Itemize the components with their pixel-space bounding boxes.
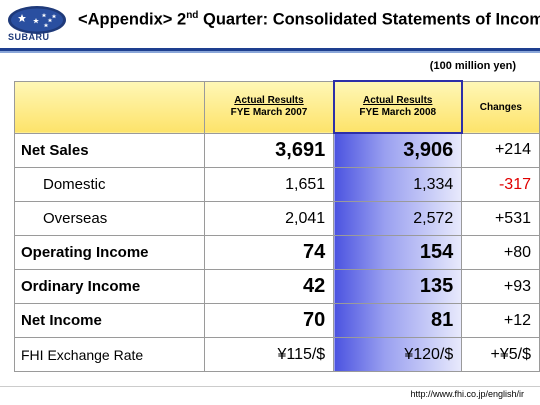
income-statement-table: Actual Results FYE March 2007 Actual Res…: [13, 80, 540, 372]
value-fy2007: 3,691: [204, 132, 335, 168]
value-change: +12: [461, 303, 540, 338]
column-header-line2: FYE March 2007: [230, 107, 308, 118]
row-label: Net Income: [13, 303, 206, 338]
value-fy2007: 70: [204, 303, 335, 338]
header-rule-light: [0, 51, 540, 53]
value-fy2007: 42: [204, 269, 335, 304]
logo-wordmark: SUBARU: [8, 32, 50, 42]
value-fy2007: 74: [204, 235, 335, 270]
row-label: Overseas: [13, 201, 206, 236]
table-row: FHI Exchange Rate ¥115/$ ¥120/$ +¥5/$: [13, 337, 540, 372]
value-fy2008: 154: [333, 235, 463, 270]
row-label: FHI Exchange Rate: [13, 337, 206, 372]
value-fy2008: ¥120/$: [333, 337, 463, 372]
header-blank-cell: [13, 80, 206, 134]
row-label: Domestic: [13, 167, 206, 202]
value-change: +¥5/$: [461, 337, 540, 372]
header-rule: [0, 48, 540, 51]
row-label: Ordinary Income: [13, 269, 206, 304]
row-label: Operating Income: [13, 235, 206, 270]
table-row: Ordinary Income 42 135 +93: [13, 269, 540, 304]
value-fy2008: 135: [333, 269, 463, 304]
slide-header: SUBARU <Appendix> 2nd Quarter: Consolida…: [0, 0, 540, 48]
table-row: Domestic 1,651 1,334 -317: [13, 167, 540, 202]
page-title: <Appendix> 2nd Quarter: Consolidated Sta…: [78, 10, 540, 29]
value-fy2008: 3,906: [333, 132, 463, 168]
value-fy2007: 1,651: [204, 167, 335, 202]
value-change: +80: [461, 235, 540, 270]
value-change: -317: [461, 167, 540, 202]
table-row: Operating Income 74 154 +80: [13, 235, 540, 270]
table-row: Net Income 70 81 +12: [13, 303, 540, 338]
value-fy2008: 2,572: [333, 201, 463, 236]
column-header-line2: FYE March 2008: [359, 107, 437, 118]
column-header-line1: Actual Results: [363, 95, 433, 106]
footer-divider: [0, 386, 540, 387]
table-header-row: Actual Results FYE March 2007 Actual Res…: [13, 80, 540, 134]
row-label: Net Sales: [13, 132, 206, 168]
table-row: Overseas 2,041 2,572 +531: [13, 201, 540, 236]
table-row: Net Sales 3,691 3,906 +214: [13, 132, 540, 168]
value-fy2008: 81: [333, 303, 463, 338]
value-change: +214: [461, 132, 540, 168]
value-fy2008: 1,334: [333, 167, 463, 202]
value-fy2007: 2,041: [204, 201, 335, 236]
unit-label: (100 million yen): [429, 60, 516, 72]
value-change: +93: [461, 269, 540, 304]
subaru-logo-icon: [8, 6, 66, 34]
column-header-changes: Changes: [461, 80, 540, 134]
column-header-fy2007: Actual Results FYE March 2007: [204, 80, 335, 134]
value-fy2007: ¥115/$: [204, 337, 335, 372]
footer-url-link[interactable]: http://www.fhi.co.jp/english/ir: [410, 389, 524, 399]
column-header-line1: Actual Results: [234, 95, 304, 106]
column-header-fy2008: Actual Results FYE March 2008: [332, 80, 463, 134]
value-change: +531: [461, 201, 540, 236]
